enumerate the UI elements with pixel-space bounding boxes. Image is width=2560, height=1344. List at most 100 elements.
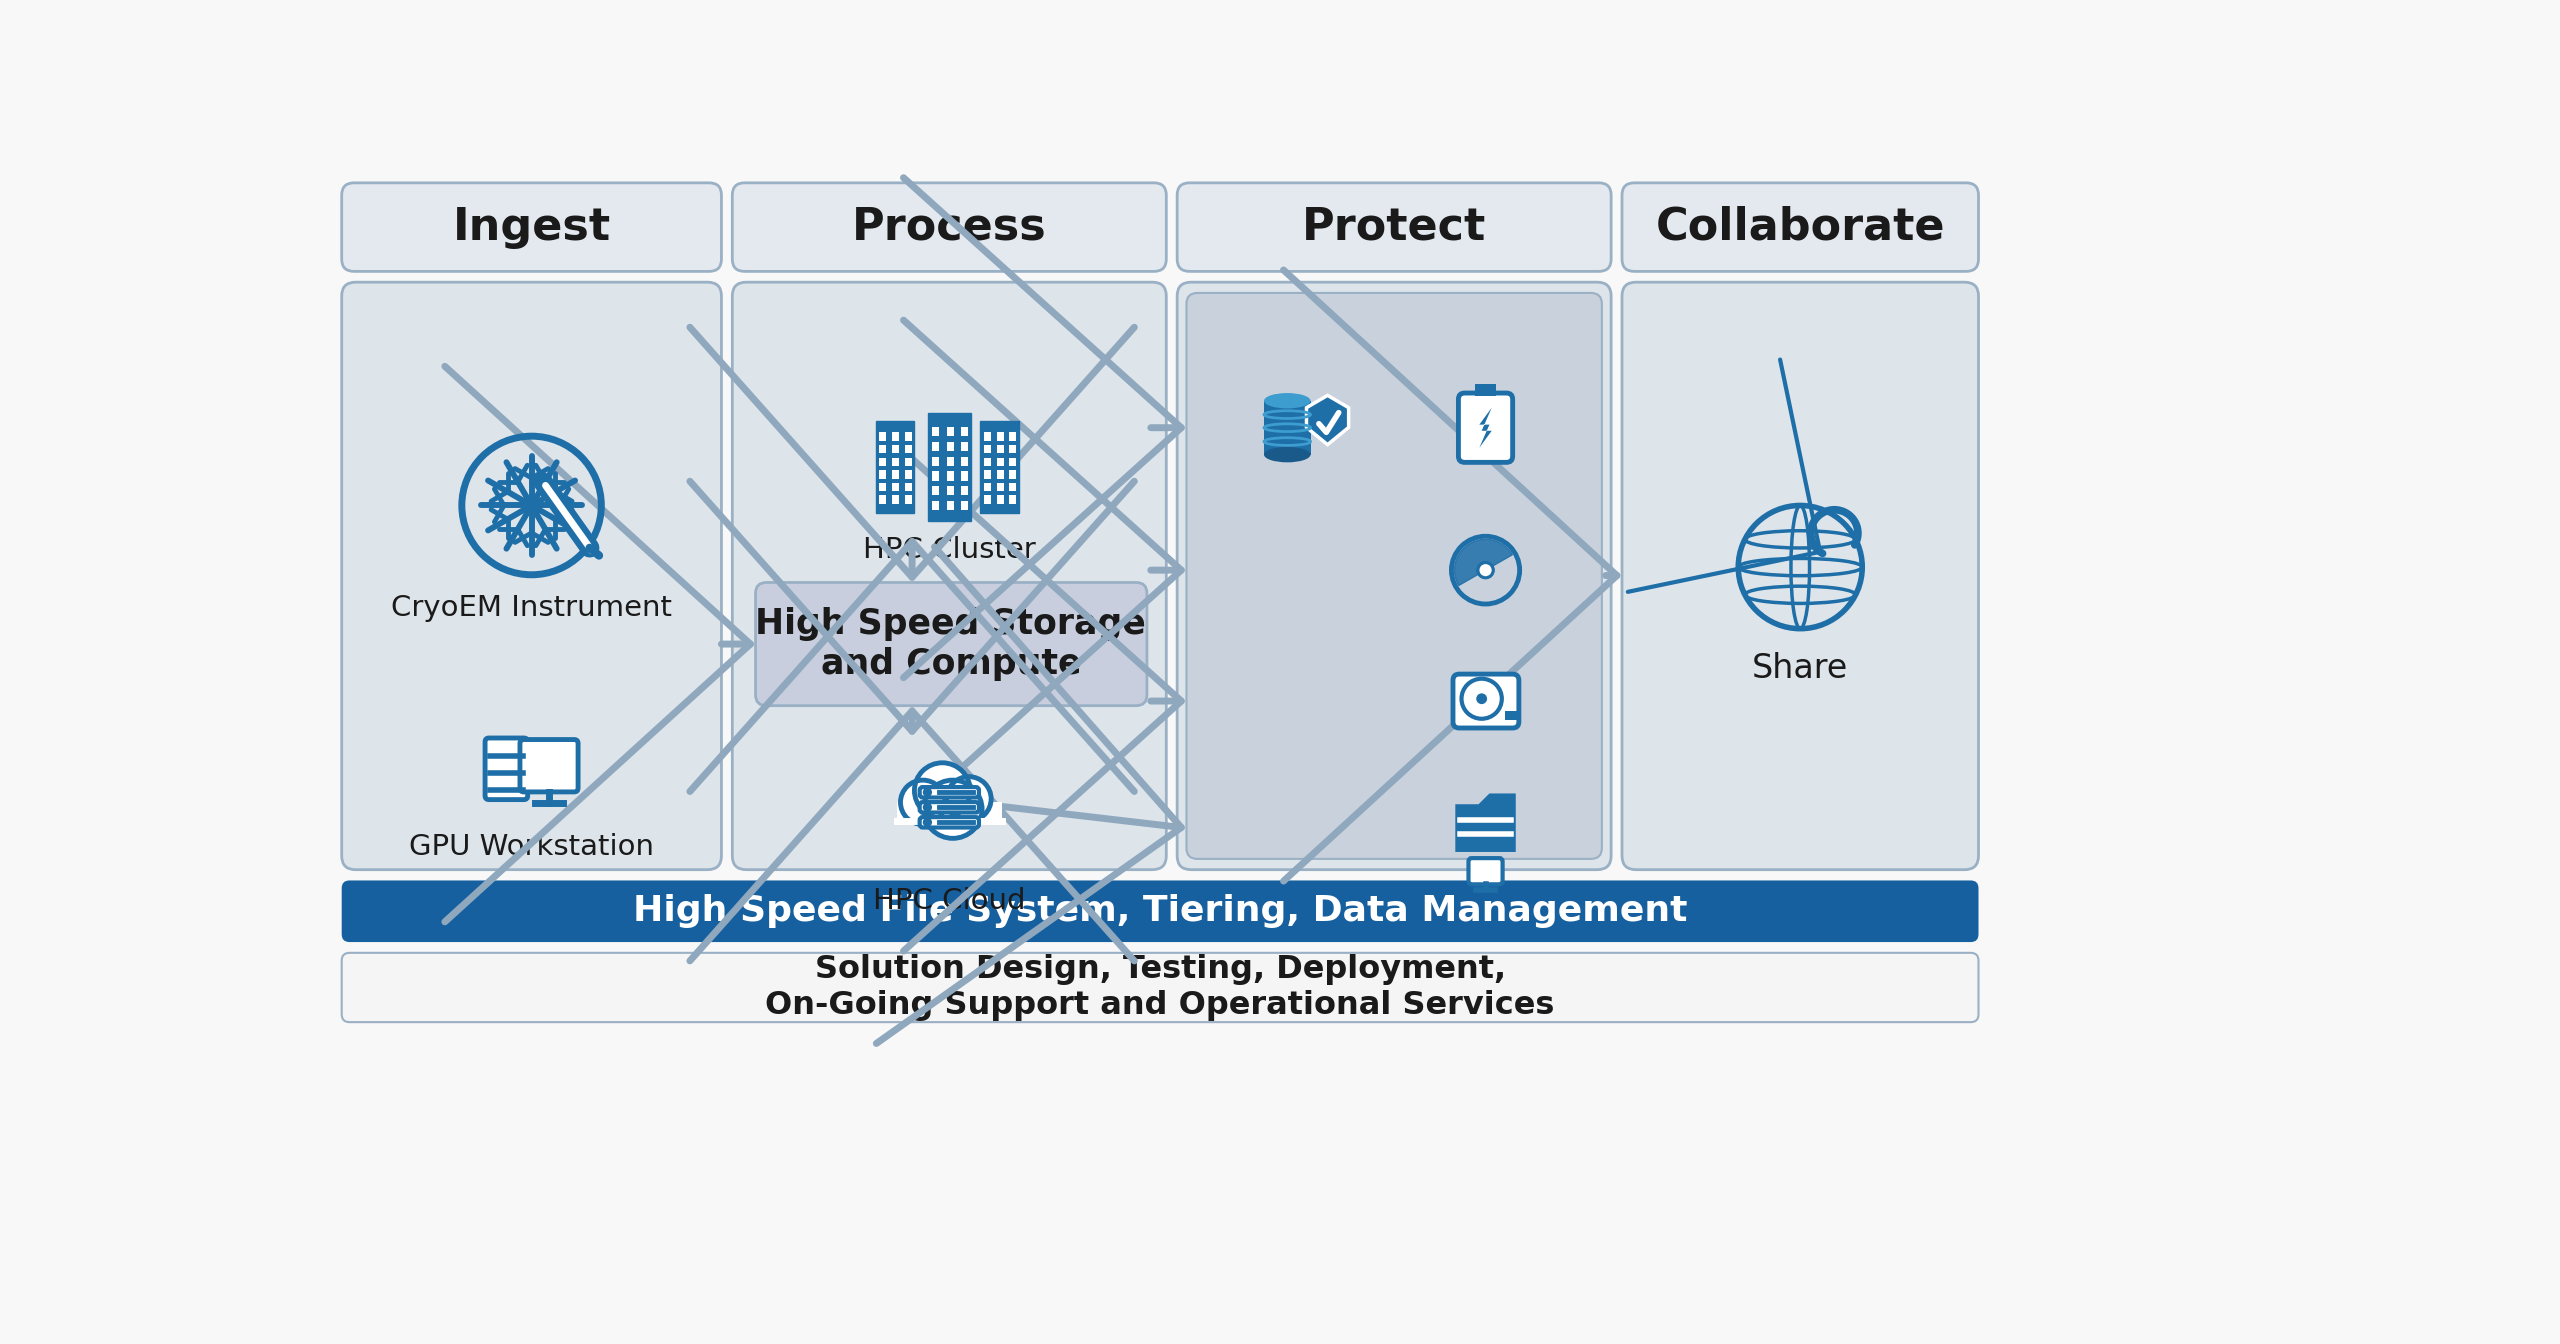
FancyBboxPatch shape	[919, 817, 978, 828]
Bar	[947, 472, 952, 481]
FancyBboxPatch shape	[1178, 282, 1610, 870]
FancyBboxPatch shape	[1454, 675, 1518, 728]
FancyBboxPatch shape	[340, 880, 1979, 942]
Bar	[891, 496, 899, 504]
Circle shape	[922, 802, 932, 812]
Circle shape	[1477, 563, 1492, 578]
Bar	[996, 445, 1004, 453]
Bar	[876, 421, 914, 513]
Bar	[1009, 482, 1016, 492]
Bar	[960, 442, 968, 452]
Bar	[983, 433, 991, 441]
FancyBboxPatch shape	[340, 282, 722, 870]
Bar	[983, 470, 991, 478]
Text: GPU Workstation: GPU Workstation	[410, 833, 653, 860]
Bar	[983, 496, 991, 504]
Bar	[904, 457, 911, 466]
Polygon shape	[1480, 407, 1492, 448]
Text: Process: Process	[852, 206, 1047, 249]
Bar	[980, 421, 1019, 513]
Text: High Speed File System, Tiering, Data Management: High Speed File System, Tiering, Data Ma…	[632, 894, 1687, 929]
Bar	[947, 501, 952, 511]
Text: Ingest: Ingest	[453, 206, 612, 249]
Bar	[904, 445, 911, 453]
FancyBboxPatch shape	[340, 953, 1979, 1023]
FancyBboxPatch shape	[1623, 183, 1979, 271]
Bar	[878, 433, 886, 441]
Bar	[1009, 433, 1016, 441]
FancyBboxPatch shape	[1185, 293, 1603, 859]
Bar	[878, 457, 886, 466]
Bar	[878, 496, 886, 504]
Bar	[996, 482, 1004, 492]
Bar	[904, 470, 911, 478]
Bar	[947, 427, 952, 437]
Bar	[996, 433, 1004, 441]
Bar	[891, 445, 899, 453]
Text: HPC Cloud: HPC Cloud	[873, 887, 1027, 915]
Circle shape	[947, 777, 991, 821]
FancyBboxPatch shape	[1623, 282, 1979, 870]
Bar	[932, 427, 940, 437]
Bar	[932, 457, 940, 466]
Circle shape	[924, 780, 983, 839]
Polygon shape	[1454, 539, 1513, 586]
Circle shape	[922, 817, 932, 827]
Bar	[896, 801, 1001, 821]
Bar	[932, 442, 940, 452]
Bar	[983, 482, 991, 492]
FancyBboxPatch shape	[1469, 857, 1503, 884]
Bar	[1505, 711, 1521, 720]
FancyBboxPatch shape	[919, 802, 978, 813]
FancyBboxPatch shape	[1178, 183, 1610, 271]
Bar	[983, 445, 991, 453]
FancyBboxPatch shape	[340, 183, 722, 271]
Bar	[1009, 457, 1016, 466]
Bar	[960, 501, 968, 511]
Bar	[960, 472, 968, 481]
Polygon shape	[1306, 395, 1349, 445]
Circle shape	[1477, 694, 1487, 704]
Bar	[929, 413, 970, 521]
Bar	[947, 442, 952, 452]
FancyBboxPatch shape	[919, 788, 978, 797]
Text: HPC Cluster: HPC Cluster	[863, 536, 1037, 564]
Circle shape	[914, 763, 970, 818]
Bar	[983, 457, 991, 466]
FancyBboxPatch shape	[732, 183, 1167, 271]
Bar	[1009, 445, 1016, 453]
Text: Collaborate: Collaborate	[1656, 206, 1946, 249]
Text: CryoEM Instrument: CryoEM Instrument	[392, 594, 673, 622]
Polygon shape	[1454, 793, 1516, 852]
Text: High Speed Storage
and Compute: High Speed Storage and Compute	[755, 607, 1147, 681]
Bar	[904, 496, 911, 504]
Bar	[904, 433, 911, 441]
Bar	[878, 482, 886, 492]
Text: Solution Design, Testing, Deployment,
On-Going Support and Operational Services: Solution Design, Testing, Deployment, On…	[765, 954, 1554, 1021]
Bar	[904, 482, 911, 492]
FancyBboxPatch shape	[520, 739, 579, 792]
FancyBboxPatch shape	[732, 282, 1167, 870]
Bar	[996, 470, 1004, 478]
Bar	[947, 457, 952, 466]
Bar	[960, 487, 968, 496]
Text: Protect: Protect	[1303, 206, 1487, 249]
Circle shape	[922, 788, 932, 797]
Bar	[1475, 384, 1498, 396]
FancyBboxPatch shape	[755, 582, 1147, 706]
Bar	[878, 445, 886, 453]
Bar	[891, 433, 899, 441]
Bar	[878, 470, 886, 478]
Bar	[1009, 470, 1016, 478]
Bar	[1009, 496, 1016, 504]
FancyBboxPatch shape	[1459, 392, 1513, 462]
Bar	[996, 457, 1004, 466]
Bar	[960, 427, 968, 437]
Bar	[932, 472, 940, 481]
Bar	[960, 457, 968, 466]
Bar	[996, 496, 1004, 504]
Bar	[947, 487, 952, 496]
Bar	[891, 482, 899, 492]
Text: Share: Share	[1751, 652, 1848, 685]
Ellipse shape	[1265, 448, 1311, 462]
